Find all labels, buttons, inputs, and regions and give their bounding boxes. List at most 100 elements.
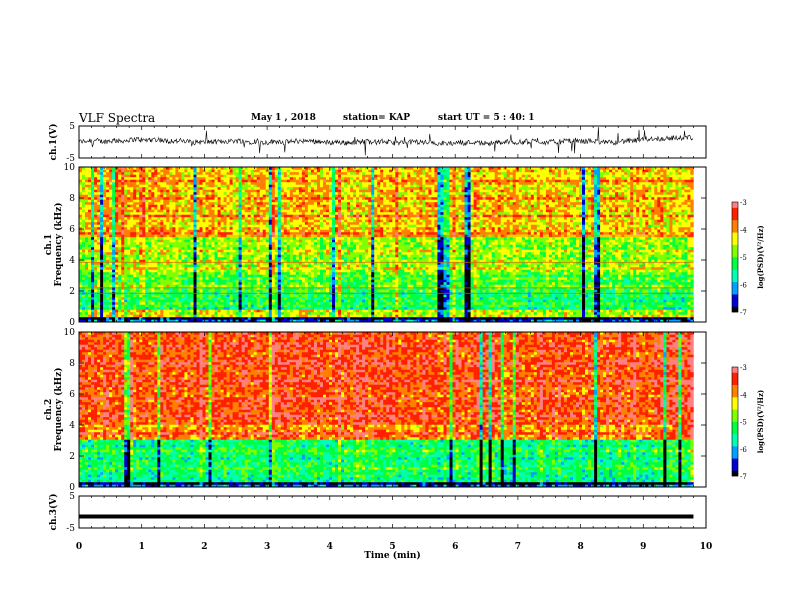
ch1-spectrogram-cell (684, 265, 687, 268)
ch1-spectrogram-cell (612, 275, 615, 278)
ch1-spectrogram-cell (672, 280, 675, 283)
ch1-spectrogram-cell (103, 267, 106, 270)
ch1-spectrogram-cell (344, 282, 347, 285)
ch1-spectrogram-cell (645, 315, 648, 318)
ch1-spectrogram-cell (242, 277, 245, 280)
ch1-spectrogram-cell (275, 277, 278, 280)
ch1-spectrogram-cell (513, 272, 516, 275)
ch1-spectrogram-cell (555, 290, 558, 293)
ch1-spectrogram-cell (612, 305, 615, 308)
ch1-spectrogram-cell (233, 310, 236, 313)
ch1-spectrogram-cell (621, 265, 624, 268)
ch1-spectrogram-cell (434, 290, 437, 293)
ch1-spectrogram-cell (353, 302, 356, 305)
ch1-spectrogram-cell (627, 285, 630, 288)
ch1-spectrogram-cell (187, 272, 190, 275)
ch1-spectrogram-cell (236, 300, 239, 303)
ch1-spectrogram-cell (365, 280, 368, 283)
ch1-spectrogram-cell (591, 277, 594, 280)
ch1-spectrogram-cell (642, 272, 645, 275)
ch1-spectrogram-cell (178, 310, 181, 313)
ch1-spectrogram-cell (302, 267, 305, 270)
ch1-spectrogram-cell (513, 277, 516, 280)
ch1-spectrogram-cell (612, 282, 615, 285)
ch1-spectrogram-cell (630, 300, 633, 303)
ch1-spectrogram-cell (365, 317, 368, 320)
ch1-spectrogram-cell (215, 295, 218, 298)
ch1-spectrogram-cell (389, 302, 392, 305)
ch1-spectrogram-cell (392, 280, 395, 283)
ch1-spectrogram-cell (350, 265, 353, 268)
ch1-spectrogram-cell (190, 285, 193, 288)
ch1-spectrogram-cell (657, 265, 660, 268)
ch1-spectrogram-cell (651, 300, 654, 303)
ch1-spectrogram-cell (425, 302, 428, 305)
ch1-spectrogram-cell (501, 297, 504, 300)
ch1-spectrogram-cell (465, 297, 468, 300)
ch1-spectrogram-cell (486, 315, 489, 318)
ch1-spectrogram-cell (356, 275, 359, 278)
ch1-spectrogram-cell (245, 272, 248, 275)
ch1-spectrogram-cell (537, 302, 540, 305)
ch1-spectrogram-cell (266, 277, 269, 280)
ch1-spectrogram-cell (654, 300, 657, 303)
ch1-spectrogram-cell (468, 302, 471, 305)
ch1-spectrogram-cell (615, 297, 618, 300)
ch1-spectrogram-cell (142, 310, 145, 313)
ch1-spectrogram-cell (254, 295, 257, 298)
ch1-spectrogram-cell (368, 295, 371, 298)
ch1-spectrogram-cell (687, 285, 690, 288)
ch1-spectrogram-cell (142, 287, 145, 290)
ch1-spectrogram-cell (413, 272, 416, 275)
ch1-spectrogram-cell (603, 312, 606, 315)
ch1-spectrogram-cell (522, 270, 525, 273)
ch1-spectrogram-cell (139, 277, 142, 280)
ch1-spectrogram-cell (648, 300, 651, 303)
ch1-spectrogram-cell (106, 310, 109, 313)
ch1-spectrogram-cell (546, 297, 549, 300)
ch1-spectrogram-cell (344, 277, 347, 280)
ch1-spectrogram-cell (172, 312, 175, 315)
ch1-spectrogram-cell (266, 285, 269, 288)
ch1-spectrogram-cell (157, 307, 160, 310)
ch1-spectrogram-cell (425, 285, 428, 288)
ch1-spectrogram-cell (546, 310, 549, 313)
ch1-spectrogram-cell (606, 305, 609, 308)
ch1-spectrogram-cell (413, 310, 416, 313)
ch1-spectrogram-cell (480, 302, 483, 305)
ch1-spectrogram-cell (344, 300, 347, 303)
ch1-spectrogram-cell (519, 280, 522, 283)
ch1-spectrogram-cell (178, 280, 181, 283)
ch1-spectrogram-cell (606, 265, 609, 268)
ch1-spectrogram-cell (522, 300, 525, 303)
ch1-spectrogram-cell (561, 297, 564, 300)
ch1-spectrogram-cell (422, 310, 425, 313)
ch1-spectrogram-cell (447, 315, 450, 318)
ch1-spectrogram-cell (651, 305, 654, 308)
ch1-spectrogram-cell (236, 285, 239, 288)
ch1-spectrogram-cell (317, 297, 320, 300)
ch1-spectrogram-cell (209, 295, 212, 298)
ch1-spectrogram-cell (245, 307, 248, 310)
ch1-spectrogram-cell (148, 312, 151, 315)
ch1-spectrogram-cell (468, 275, 471, 278)
ch1-spectrogram-cell (480, 305, 483, 308)
ch1-spectrogram-cell (284, 290, 287, 293)
ch1-spectrogram-cell (528, 305, 531, 308)
ch1-spectrogram-cell (447, 270, 450, 273)
ch1-spectrogram-cell (516, 297, 519, 300)
ch1-spectrogram-cell (148, 285, 151, 288)
ch1-spectrogram-cell (489, 297, 492, 300)
ch1-spectrogram-cell (648, 267, 651, 270)
ch1-spectrogram-cell (465, 272, 468, 275)
ch1-spectrogram-cell (242, 312, 245, 315)
ch1-spectrogram-cell (236, 315, 239, 318)
ch1-spectrogram-cell (570, 267, 573, 270)
ch1-spectrogram-cell (507, 312, 510, 315)
ch1-spectrogram-cell (221, 300, 224, 303)
ch1-spectrogram-cell (380, 265, 383, 268)
ch1-spectrogram-cell (221, 297, 224, 300)
ch1-spectrogram-cell (564, 277, 567, 280)
ch1-spectrogram-cell (422, 277, 425, 280)
ch1-spectrogram-cell (293, 280, 296, 283)
